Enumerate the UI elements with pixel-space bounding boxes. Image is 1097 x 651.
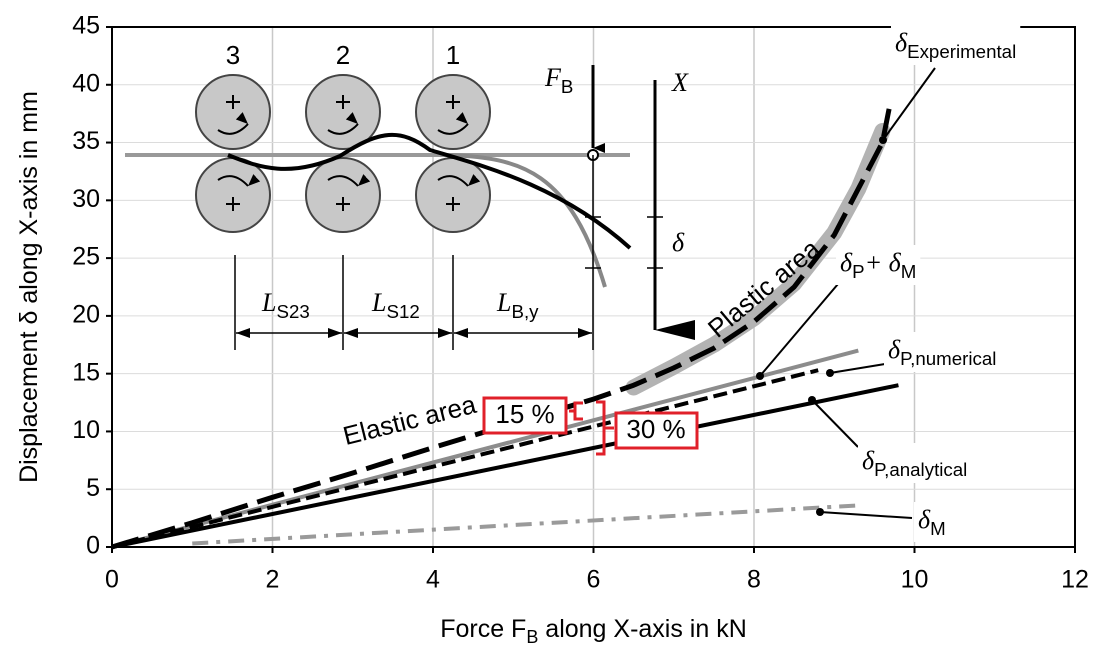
x-tick-label: 4	[426, 566, 440, 594]
annotation-dot	[879, 136, 887, 144]
difference-label: 30 %	[626, 414, 685, 444]
x-tick-label: 6	[587, 566, 601, 594]
label-part: L	[261, 288, 276, 317]
series-line	[111, 383, 899, 549]
series-line	[111, 348, 859, 549]
y-tick-label: 5	[86, 474, 100, 502]
force-label: FB	[544, 63, 573, 97]
label-part: Displacement δ along X-axis in mm	[15, 91, 43, 483]
annotation-dot	[808, 396, 816, 404]
length-label: LS12	[371, 288, 420, 322]
inset-diagram	[125, 65, 695, 350]
annotation-leader	[829, 363, 886, 374]
label-part: L	[496, 288, 511, 317]
bracket	[569, 401, 583, 421]
label-part: δ	[895, 28, 908, 57]
series-line	[111, 368, 819, 549]
label-part: Force F	[440, 615, 526, 643]
x-tick-label: 12	[1061, 566, 1089, 594]
annotation-label: δP+ δM	[840, 248, 916, 282]
axis-symbol: X	[671, 68, 689, 97]
annotation-label: δP,numerical	[888, 335, 996, 369]
annotation-leader	[882, 67, 936, 141]
difference-label: 15 %	[495, 399, 554, 429]
roller-number: 1	[446, 40, 460, 70]
y-tick-label: 0	[86, 532, 100, 560]
subscript: S12	[386, 301, 419, 322]
subscript: P,analytical	[874, 459, 967, 480]
y-tick-label: 20	[72, 300, 100, 328]
x-axis-label: Force FB along X-axis in kN	[440, 615, 747, 647]
label-bg	[884, 332, 1001, 372]
y-tick-label: 35	[72, 127, 100, 155]
annotation-leader	[819, 511, 913, 519]
annotation-dot	[756, 372, 764, 380]
label-bg	[858, 443, 972, 483]
subscript: Experimental	[907, 41, 1016, 62]
area-label: Plastic area	[702, 233, 826, 344]
label-bg	[836, 245, 921, 285]
subscript: B	[526, 627, 538, 647]
label-part: along X-axis in kN	[538, 615, 746, 643]
roller-number: 2	[336, 40, 350, 70]
x-tick-label: 10	[901, 566, 929, 594]
difference-box	[482, 396, 568, 435]
annotation-label: δM	[918, 505, 946, 539]
label-part: F	[544, 63, 562, 92]
y-tick-label: 25	[72, 243, 100, 271]
displacement-symbol: δ	[672, 228, 685, 257]
y-tick-label: 10	[72, 416, 100, 444]
label-bg	[891, 25, 1021, 65]
y-tick-label: 30	[72, 185, 100, 213]
length-label: LS23	[261, 288, 310, 322]
y-tick-label: 45	[72, 12, 100, 40]
subscript: S23	[276, 301, 309, 322]
subscript: P	[852, 261, 864, 282]
bracket	[596, 400, 614, 456]
label-part: L	[371, 288, 386, 317]
label-part: δ	[840, 248, 853, 277]
roller-number: 3	[226, 40, 240, 70]
difference-box	[614, 411, 699, 450]
length-label: LB,y	[496, 288, 539, 322]
y-tick-label: 40	[72, 69, 100, 97]
annotation-dot	[826, 369, 834, 377]
annotation-dot	[816, 508, 824, 516]
subscript: B,y	[511, 301, 539, 322]
subscript: M	[901, 261, 917, 282]
x-tick-label: 2	[266, 566, 280, 594]
y-axis-label: Displacement δ along X-axis in mm	[15, 91, 43, 483]
annotation-label: δP,analytical	[862, 446, 967, 480]
subscript: M	[930, 518, 946, 539]
series-line	[192, 503, 859, 546]
x-tick-label: 0	[105, 566, 119, 594]
plot-frame	[111, 26, 1076, 548]
annotation-label: δExperimental	[895, 28, 1016, 62]
subscript: B	[561, 76, 573, 97]
label-part: X	[671, 68, 689, 97]
label-bg	[914, 502, 950, 542]
annotation-leader	[759, 283, 839, 377]
subscript: P,numerical	[900, 348, 996, 369]
y-tick-label: 15	[72, 358, 100, 386]
label-part: δ	[672, 228, 685, 257]
label-part: + δ	[865, 248, 902, 277]
label-part: δ	[862, 446, 875, 475]
label-part: δ	[888, 335, 901, 364]
x-tick-label: 8	[747, 566, 761, 594]
label-part: δ	[918, 505, 931, 534]
series-line	[111, 101, 893, 550]
annotation-leader	[811, 399, 859, 448]
